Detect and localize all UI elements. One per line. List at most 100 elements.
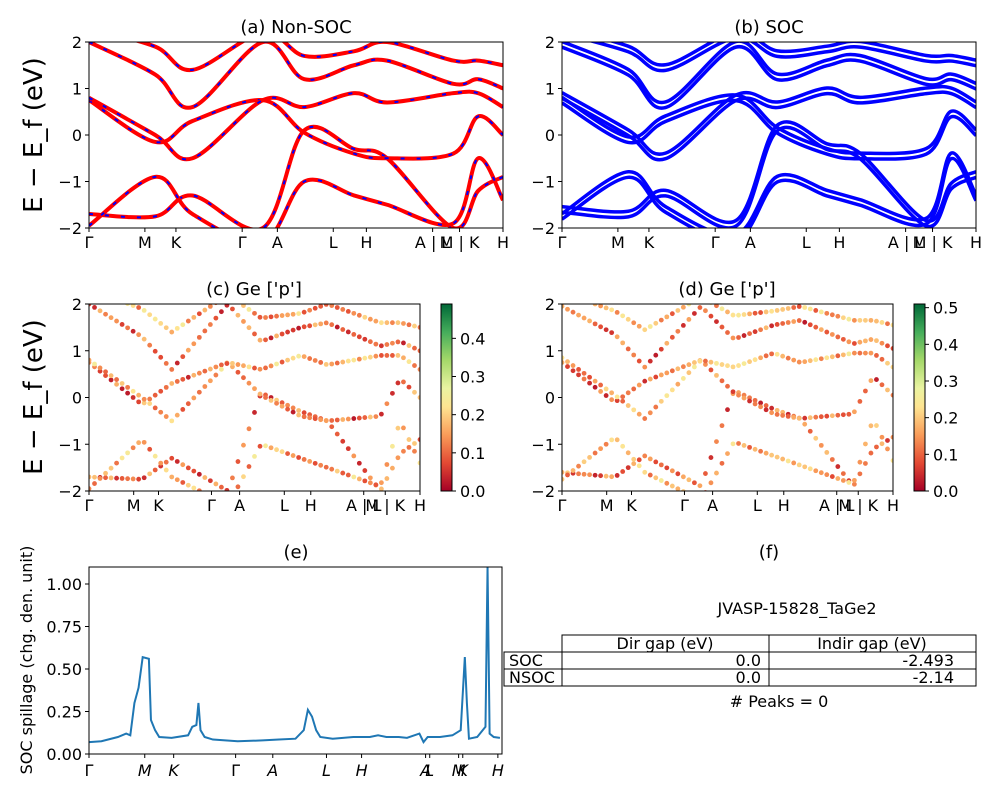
- projection-point: [664, 370, 670, 376]
- projection-point: [562, 304, 565, 309]
- projection-point: [103, 311, 108, 317]
- projection-point: [581, 370, 587, 376]
- projection-point: [103, 373, 108, 378]
- projection-point: [736, 312, 741, 318]
- projection-point: [235, 369, 241, 375]
- projection-point: [587, 454, 592, 460]
- projection-point: [141, 439, 147, 445]
- projection-point: [636, 457, 642, 463]
- projection-point: [345, 309, 351, 314]
- projection-point: [576, 367, 581, 372]
- projection-point: [395, 455, 401, 461]
- projection-point: [813, 324, 819, 330]
- projection-point: [769, 323, 775, 329]
- projection-point: [813, 435, 819, 441]
- projection-point: [246, 464, 252, 469]
- table-row-label: NSOC: [509, 668, 555, 687]
- projection-point: [191, 485, 197, 491]
- projection-point: [868, 337, 874, 342]
- projection-point: [730, 364, 736, 370]
- projection-point: [108, 377, 114, 383]
- kpoint-label: L: [802, 233, 811, 252]
- projection-point: [417, 324, 420, 330]
- projection-point: [241, 304, 246, 308]
- projection-point: [174, 459, 180, 464]
- projection-point: [863, 441, 868, 447]
- projection-point: [890, 434, 893, 440]
- projection-point: [219, 484, 224, 490]
- projection-point: [692, 364, 697, 370]
- kpoint-label: A: [745, 233, 756, 252]
- projection-point: [813, 468, 819, 474]
- projection-point: [813, 414, 819, 420]
- projection-point: [796, 359, 802, 365]
- projection-point: [885, 438, 890, 443]
- projection-point: [609, 474, 615, 480]
- kpoint-label: H: [414, 496, 426, 515]
- projection-point: [301, 309, 307, 315]
- projection-point: [851, 350, 857, 356]
- projection-point: [774, 412, 780, 417]
- projection-point: [362, 314, 368, 320]
- projection-point: [642, 327, 648, 333]
- projection-point: [268, 445, 274, 451]
- projection-point: [417, 348, 420, 354]
- projection-point: [92, 305, 97, 310]
- projection-point: [741, 312, 747, 317]
- projection-point: [185, 318, 191, 324]
- projection-point: [587, 472, 592, 478]
- projection-point: [169, 418, 175, 424]
- kpoint-label: L: [425, 761, 434, 780]
- kpoint-label: A | L: [415, 233, 451, 252]
- projection-point: [675, 328, 681, 334]
- projection-point: [642, 453, 648, 459]
- projection-point: [769, 405, 775, 411]
- projection-point: [857, 339, 863, 345]
- kpoint-label: H: [887, 496, 899, 515]
- projection-point: [796, 415, 802, 421]
- kpoint-label: K: [171, 233, 182, 252]
- axes-frame-e: [88, 566, 503, 755]
- projection-point: [874, 318, 879, 324]
- projection-point: [829, 457, 835, 462]
- kpoint-label: M: [138, 761, 152, 780]
- projection-point: [185, 347, 191, 353]
- projection-point: [224, 487, 230, 491]
- projection-point: [323, 361, 329, 367]
- projection-point: [119, 476, 125, 481]
- projection-point: [752, 357, 758, 363]
- projection-point: [598, 389, 604, 394]
- projection-point: [747, 444, 752, 450]
- projection-point: [642, 416, 648, 421]
- projection-point: [763, 325, 769, 331]
- projection-point: [169, 474, 175, 480]
- projection-point: [125, 476, 131, 482]
- projection-point: [565, 292, 570, 297]
- projection-point: [752, 329, 758, 335]
- projection-point: [202, 328, 208, 334]
- projection-point: [824, 413, 830, 419]
- projection-point: [147, 401, 153, 406]
- projection-point: [680, 376, 686, 381]
- projection-point: [851, 409, 857, 415]
- projection-point: [846, 339, 852, 345]
- projection-point: [174, 412, 180, 418]
- projection-point: [791, 305, 797, 310]
- projection-point: [373, 482, 379, 488]
- ylabel-row1: E − E_f (eV): [19, 57, 49, 213]
- projection-point: [818, 442, 824, 448]
- projection-point: [758, 404, 763, 410]
- kpoint-label: A | L: [888, 233, 924, 252]
- projection-point: [647, 410, 653, 416]
- projection-point: [620, 443, 626, 449]
- projection-point: [791, 460, 797, 466]
- projection-point: [169, 381, 175, 386]
- kpoint-label: M: [452, 761, 466, 780]
- projection-point: [174, 325, 180, 331]
- kpoint-label: A | L: [819, 496, 855, 515]
- projection-point: [653, 352, 659, 358]
- projection-point: [879, 340, 885, 346]
- projection-point: [97, 368, 103, 374]
- projection-point: [818, 356, 824, 362]
